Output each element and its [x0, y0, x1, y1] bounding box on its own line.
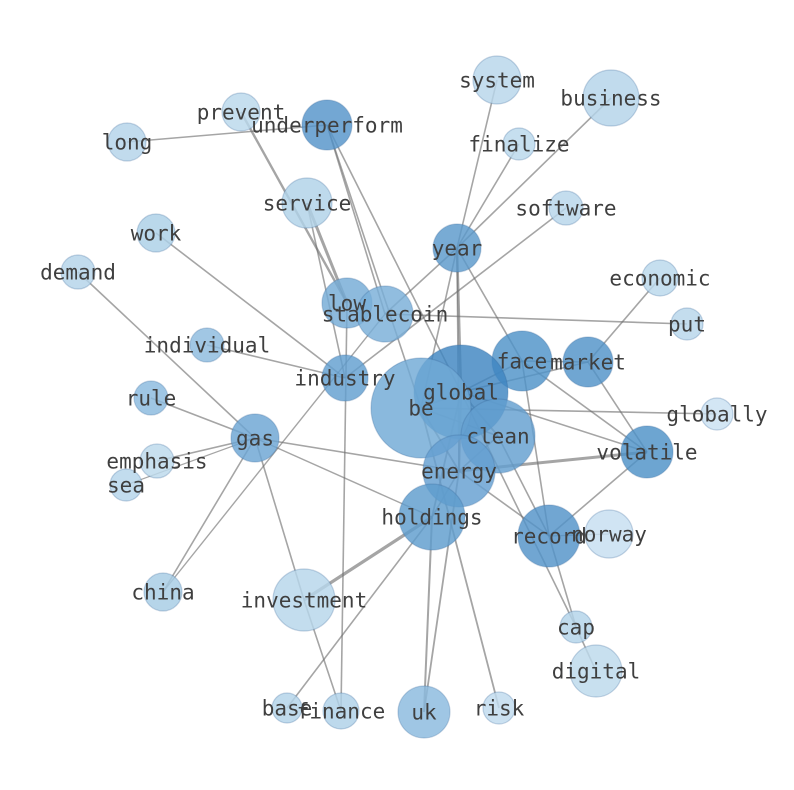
node-china	[143, 572, 183, 612]
node-individual	[189, 327, 225, 363]
node-finalize	[502, 127, 536, 161]
node-base	[271, 692, 303, 724]
edge-stablecoin-put	[384, 313, 688, 325]
node-norway	[584, 509, 634, 559]
node-put	[670, 307, 704, 341]
node-gas	[230, 413, 280, 463]
node-rule	[133, 380, 169, 416]
node-prevent	[221, 92, 261, 132]
edge-demand-gas	[77, 271, 256, 439]
node-investment	[272, 568, 336, 632]
node-economic	[641, 259, 679, 297]
node-record	[517, 504, 581, 568]
edge-holdings-base	[286, 516, 433, 709]
node-layer	[60, 55, 734, 739]
edge-underperform-global	[326, 124, 462, 393]
node-stablecoin	[356, 285, 414, 343]
node-demand	[60, 254, 96, 290]
node-long	[107, 122, 147, 162]
node-service	[281, 177, 333, 229]
node-business	[582, 69, 640, 127]
node-sea	[109, 468, 143, 502]
node-be	[370, 357, 472, 459]
node-holdings	[398, 483, 466, 551]
edge-year-system	[456, 79, 498, 249]
node-uk	[397, 685, 451, 739]
edge-long-underperform	[126, 124, 328, 143]
node-finance	[322, 692, 360, 730]
node-market	[562, 336, 614, 388]
edge-individual-industry	[206, 344, 346, 379]
node-system	[472, 55, 522, 105]
node-industry	[321, 354, 369, 402]
node-volatile	[620, 425, 674, 479]
node-emphasis	[139, 443, 175, 479]
edge-software-industry	[344, 207, 567, 379]
node-underperform	[301, 99, 353, 151]
node-risk	[482, 691, 516, 725]
node-digital	[569, 644, 623, 698]
edge-year-business	[456, 97, 612, 249]
node-globally	[700, 397, 734, 431]
node-year	[432, 223, 482, 273]
node-software	[548, 190, 584, 226]
edge-gas-china	[162, 437, 256, 593]
edge-work-industry	[155, 232, 346, 379]
node-work	[136, 213, 176, 253]
node-cap	[559, 610, 593, 644]
